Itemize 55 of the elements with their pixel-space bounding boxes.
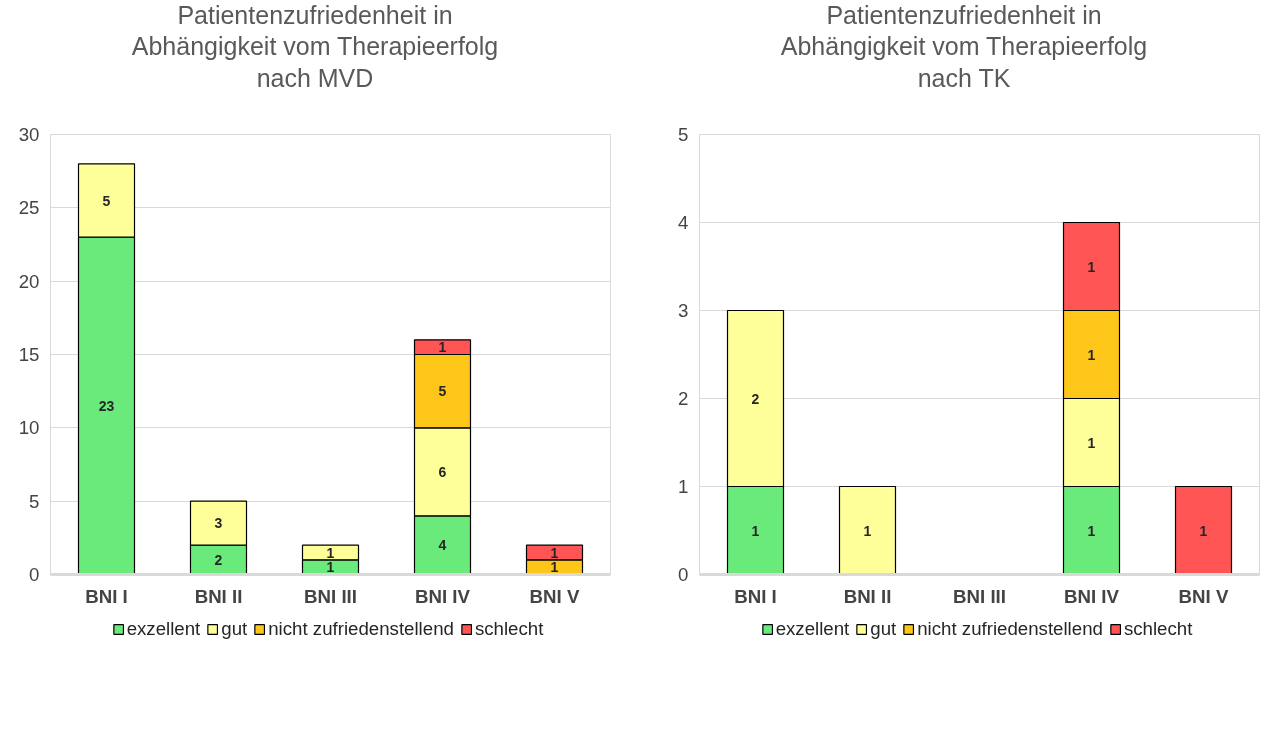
bar (838, 485, 897, 575)
chart-title: Patientenzufriedenheit in Abhängigkeit vom Therapieerfolg nach MVD (131, 0, 499, 94)
data-label: 1 (863, 522, 872, 539)
data-label: 2 (214, 551, 223, 568)
data-label: 5 (102, 192, 111, 209)
y-tick-label: 20 (18, 270, 40, 292)
x-tick-label: BNI IV (415, 585, 471, 607)
x-tick-label: BNI IV (1064, 585, 1120, 607)
y-tick-label: 1 (678, 476, 689, 497)
data-label: 2 (751, 390, 760, 407)
x-tick-label: BNI II (194, 585, 243, 607)
data-label: 5 (438, 383, 447, 400)
legend-label: schlecht (474, 618, 544, 640)
data-label: 1 (550, 559, 559, 576)
data-label: 1 (751, 522, 760, 539)
data-label: 6 (438, 463, 447, 480)
legend-label: nicht zufriedenstellend (917, 618, 1103, 640)
y-tick-label: 3 (678, 300, 689, 321)
x-tick-label: BNI V (529, 585, 580, 607)
data-label: 23 (98, 397, 115, 414)
x-tick-label: BNI III (304, 585, 357, 607)
legend-label: nicht zufriedenstellend (268, 618, 454, 640)
y-tick-label: 25 (18, 197, 40, 219)
data-label: 1 (438, 339, 447, 356)
y-tick-label: 15 (18, 344, 40, 365)
data-label: 1 (1087, 434, 1096, 451)
bar (1174, 485, 1233, 575)
data-label: 1 (1087, 346, 1096, 363)
x-tick-label: BNI I (734, 585, 777, 607)
x-tick-label: BNI V (1178, 585, 1229, 607)
x-tick-label: BNI III (953, 585, 1006, 607)
y-tick-label: 2 (678, 388, 689, 409)
legend-label: gut (221, 618, 248, 640)
y-tick-label: 0 (678, 564, 689, 585)
y-tick-label: 5 (29, 490, 40, 512)
data-label: 3 (214, 515, 223, 532)
data-label: 4 (438, 537, 447, 554)
legend-label: schlecht (1123, 618, 1193, 640)
y-tick-label: 10 (18, 417, 40, 439)
data-label: 1 (1087, 522, 1096, 539)
x-tick-label: BNI II (843, 585, 892, 607)
y-tick-label: 5 (678, 124, 689, 145)
data-label: 1 (1199, 522, 1208, 539)
y-tick-label: 0 (29, 564, 40, 585)
data-label: 1 (326, 544, 335, 561)
y-tick-label: 4 (678, 212, 689, 233)
y-tick-label: 30 (18, 124, 40, 145)
data-label: 1 (1087, 258, 1096, 275)
legend-label: gut (870, 618, 897, 640)
data-label: 1 (550, 544, 559, 561)
legend-label: exzellent (775, 618, 850, 640)
chart-title: Patientenzufriedenheit in Abhängigkeit vom Therapieerfolg nach TK (780, 0, 1148, 94)
legend-label: exzellent (126, 618, 201, 640)
x-tick-label: BNI I (85, 585, 128, 607)
data-label: 1 (326, 559, 335, 576)
